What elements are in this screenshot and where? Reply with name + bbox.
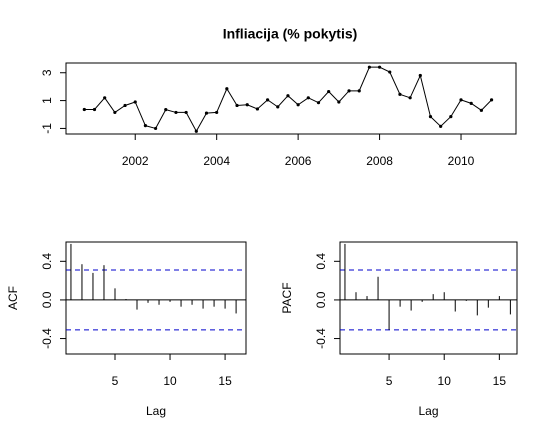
point bbox=[408, 96, 412, 100]
plot-frame bbox=[65, 241, 247, 355]
plot-frame bbox=[339, 241, 518, 355]
y-tick-label: 0.0 bbox=[314, 291, 328, 308]
y-tick-label: 0.0 bbox=[40, 291, 54, 308]
y-tick-label: 3 bbox=[40, 69, 54, 76]
point bbox=[459, 98, 463, 102]
point bbox=[204, 111, 209, 115]
x-tick-label: 2004 bbox=[203, 154, 230, 168]
point bbox=[316, 101, 321, 105]
point bbox=[103, 96, 107, 100]
x-tick-label: 2002 bbox=[122, 154, 149, 168]
x-tick-label: 10 bbox=[163, 374, 177, 388]
point bbox=[439, 124, 443, 128]
point bbox=[153, 126, 158, 131]
point bbox=[113, 110, 117, 115]
x-tick-label: 15 bbox=[493, 374, 507, 388]
y-tick-label: -0.4 bbox=[314, 328, 328, 349]
point bbox=[398, 92, 402, 96]
point bbox=[489, 98, 494, 102]
point bbox=[92, 107, 97, 112]
plot-frame bbox=[65, 62, 517, 135]
point bbox=[347, 89, 351, 93]
x-tick-label: 2008 bbox=[366, 154, 393, 168]
point bbox=[194, 129, 198, 133]
y-tick-label: 0.4 bbox=[314, 253, 328, 270]
point bbox=[337, 100, 341, 104]
point bbox=[449, 114, 453, 119]
point bbox=[327, 89, 331, 94]
y-axis-label: ACF bbox=[6, 286, 20, 310]
x-tick-label: 10 bbox=[438, 374, 452, 388]
point bbox=[306, 96, 310, 100]
x-tick-label: 5 bbox=[112, 374, 119, 388]
x-tick-label: 2006 bbox=[285, 154, 312, 168]
y-tick-label: 1 bbox=[40, 97, 54, 104]
point bbox=[245, 103, 249, 107]
x-axis-label: Lag bbox=[418, 404, 438, 418]
point bbox=[143, 124, 148, 128]
point bbox=[367, 65, 371, 69]
point bbox=[235, 103, 239, 108]
point bbox=[123, 103, 127, 108]
y-tick-label: -1 bbox=[40, 123, 54, 134]
x-tick-label: 15 bbox=[218, 374, 232, 388]
point bbox=[276, 105, 280, 109]
point bbox=[225, 87, 229, 91]
chart-title: Infliacija (% pokytis) bbox=[223, 26, 358, 42]
point bbox=[388, 70, 392, 74]
y-tick-label: 0.4 bbox=[40, 253, 54, 270]
point bbox=[255, 107, 260, 111]
point bbox=[418, 73, 422, 78]
point bbox=[377, 65, 382, 69]
point bbox=[184, 110, 188, 115]
point bbox=[286, 94, 290, 98]
point bbox=[164, 108, 168, 112]
point bbox=[469, 101, 473, 105]
point bbox=[428, 114, 433, 119]
point bbox=[174, 110, 178, 115]
point bbox=[82, 107, 86, 112]
point bbox=[133, 100, 137, 104]
y-tick-label: -0.4 bbox=[40, 328, 54, 349]
x-tick-label: 2010 bbox=[448, 154, 475, 168]
x-tick-label: 5 bbox=[386, 374, 393, 388]
y-axis-label: PACF bbox=[280, 282, 294, 313]
point bbox=[215, 110, 219, 115]
x-axis-label: Lag bbox=[146, 404, 166, 418]
point bbox=[265, 98, 270, 102]
point bbox=[357, 89, 361, 93]
point bbox=[296, 103, 300, 107]
point bbox=[479, 108, 483, 112]
